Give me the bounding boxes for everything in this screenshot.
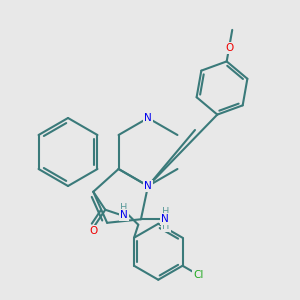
Text: N: N — [144, 113, 152, 123]
Text: N: N — [144, 181, 152, 191]
Text: H: H — [162, 221, 169, 231]
Text: O: O — [225, 43, 233, 52]
Text: O: O — [89, 226, 98, 236]
Text: Cl: Cl — [193, 270, 203, 280]
Text: N: N — [120, 210, 128, 220]
Text: H: H — [162, 207, 169, 217]
Text: N: N — [161, 214, 169, 224]
Text: H: H — [120, 203, 127, 213]
